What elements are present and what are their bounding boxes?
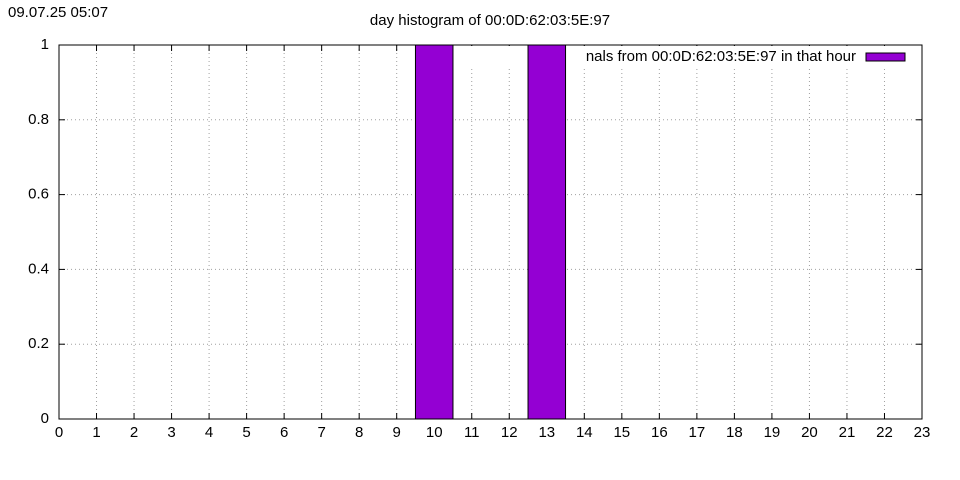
y-tick-label: 0.4 (28, 260, 49, 277)
x-tick-label: 20 (801, 424, 818, 441)
x-tick-label: 12 (501, 424, 518, 441)
x-tick-label: 2 (130, 424, 138, 441)
x-tick-label: 15 (613, 424, 630, 441)
x-tick-label: 5 (242, 424, 250, 441)
x-tick-label: 0 (55, 424, 63, 441)
y-tick-label: 0 (41, 410, 49, 427)
x-tick-label: 17 (689, 424, 706, 441)
legend-swatch (865, 52, 906, 62)
y-tick-label: 0.8 (28, 111, 49, 128)
x-tick-label: 14 (576, 424, 593, 441)
x-tick-label: 9 (393, 424, 401, 441)
y-tick-label: 0.2 (28, 335, 49, 352)
x-tick-label: 3 (167, 424, 175, 441)
x-tick-label: 16 (651, 424, 668, 441)
x-tick-label: 10 (426, 424, 443, 441)
legend-background (470, 46, 921, 66)
x-tick-label: 23 (914, 424, 931, 441)
x-tick-label: 6 (280, 424, 288, 441)
x-tick-label: 8 (355, 424, 363, 441)
y-tick-label: 1 (41, 36, 49, 53)
x-tick-label: 21 (839, 424, 856, 441)
timestamp: 09.07.25 05:07 (8, 4, 108, 21)
y-tick-label: 0.6 (28, 186, 49, 203)
x-tick-label: 11 (464, 424, 480, 441)
x-tick-label: 13 (538, 424, 555, 441)
x-tick-label: 18 (726, 424, 743, 441)
x-tick-label: 4 (205, 424, 213, 441)
bar (527, 44, 567, 420)
chart-title: day histogram of 00:0D:62:03:5E:97 (370, 12, 610, 29)
plot-border (58, 44, 923, 420)
x-tick-label: 22 (876, 424, 893, 441)
x-tick-label: 1 (92, 424, 100, 441)
x-tick-label: 19 (764, 424, 781, 441)
legend-label: nals from 00:0D:62:03:5E:97 in that hour (586, 48, 856, 65)
bar (414, 44, 454, 420)
x-tick-label: 7 (317, 424, 325, 441)
